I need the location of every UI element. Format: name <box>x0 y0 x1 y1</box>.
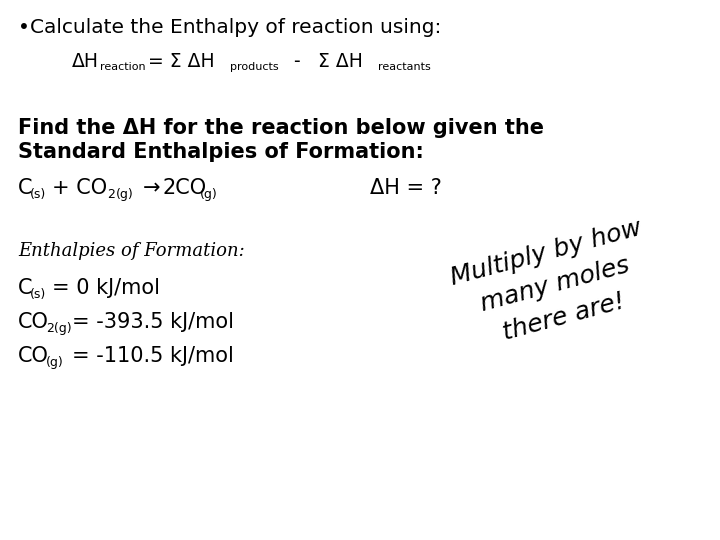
Text: (s): (s) <box>30 288 46 301</box>
Text: Multiply by how
many moles
there are!: Multiply by how many moles there are! <box>448 215 662 354</box>
Text: →: → <box>143 178 161 198</box>
Text: = 0 kJ/mol: = 0 kJ/mol <box>52 278 160 298</box>
Text: = -110.5 kJ/mol: = -110.5 kJ/mol <box>72 346 234 366</box>
Text: CO: CO <box>18 312 49 332</box>
Text: Calculate the Enthalpy of reaction using:: Calculate the Enthalpy of reaction using… <box>30 18 441 37</box>
Text: 2: 2 <box>107 188 115 201</box>
Text: CO: CO <box>18 346 49 366</box>
Text: -: - <box>293 52 300 71</box>
Text: (g): (g) <box>46 356 64 369</box>
Text: C: C <box>18 178 32 198</box>
Text: Standard Enthalpies of Formation:: Standard Enthalpies of Formation: <box>18 142 424 162</box>
Text: Σ ΔH: Σ ΔH <box>318 52 363 71</box>
Text: Find the ΔH for the reaction below given the: Find the ΔH for the reaction below given… <box>18 118 544 138</box>
Text: ΔH: ΔH <box>72 52 99 71</box>
Text: ΔH = ?: ΔH = ? <box>370 178 442 198</box>
Text: C: C <box>18 278 32 298</box>
Text: products: products <box>230 62 279 72</box>
Text: (s): (s) <box>30 188 46 201</box>
Text: Enthalpies of Formation:: Enthalpies of Formation: <box>18 242 245 260</box>
Text: 2(g): 2(g) <box>46 322 71 335</box>
Text: reactants: reactants <box>378 62 431 72</box>
Text: 2CO: 2CO <box>163 178 207 198</box>
Text: (g): (g) <box>200 188 217 201</box>
Text: (g): (g) <box>116 188 134 201</box>
Text: = Σ ΔH: = Σ ΔH <box>148 52 215 71</box>
Text: reaction: reaction <box>100 62 145 72</box>
Text: + CO: + CO <box>52 178 107 198</box>
Text: = -393.5 kJ/mol: = -393.5 kJ/mol <box>72 312 234 332</box>
Text: •: • <box>18 18 30 37</box>
